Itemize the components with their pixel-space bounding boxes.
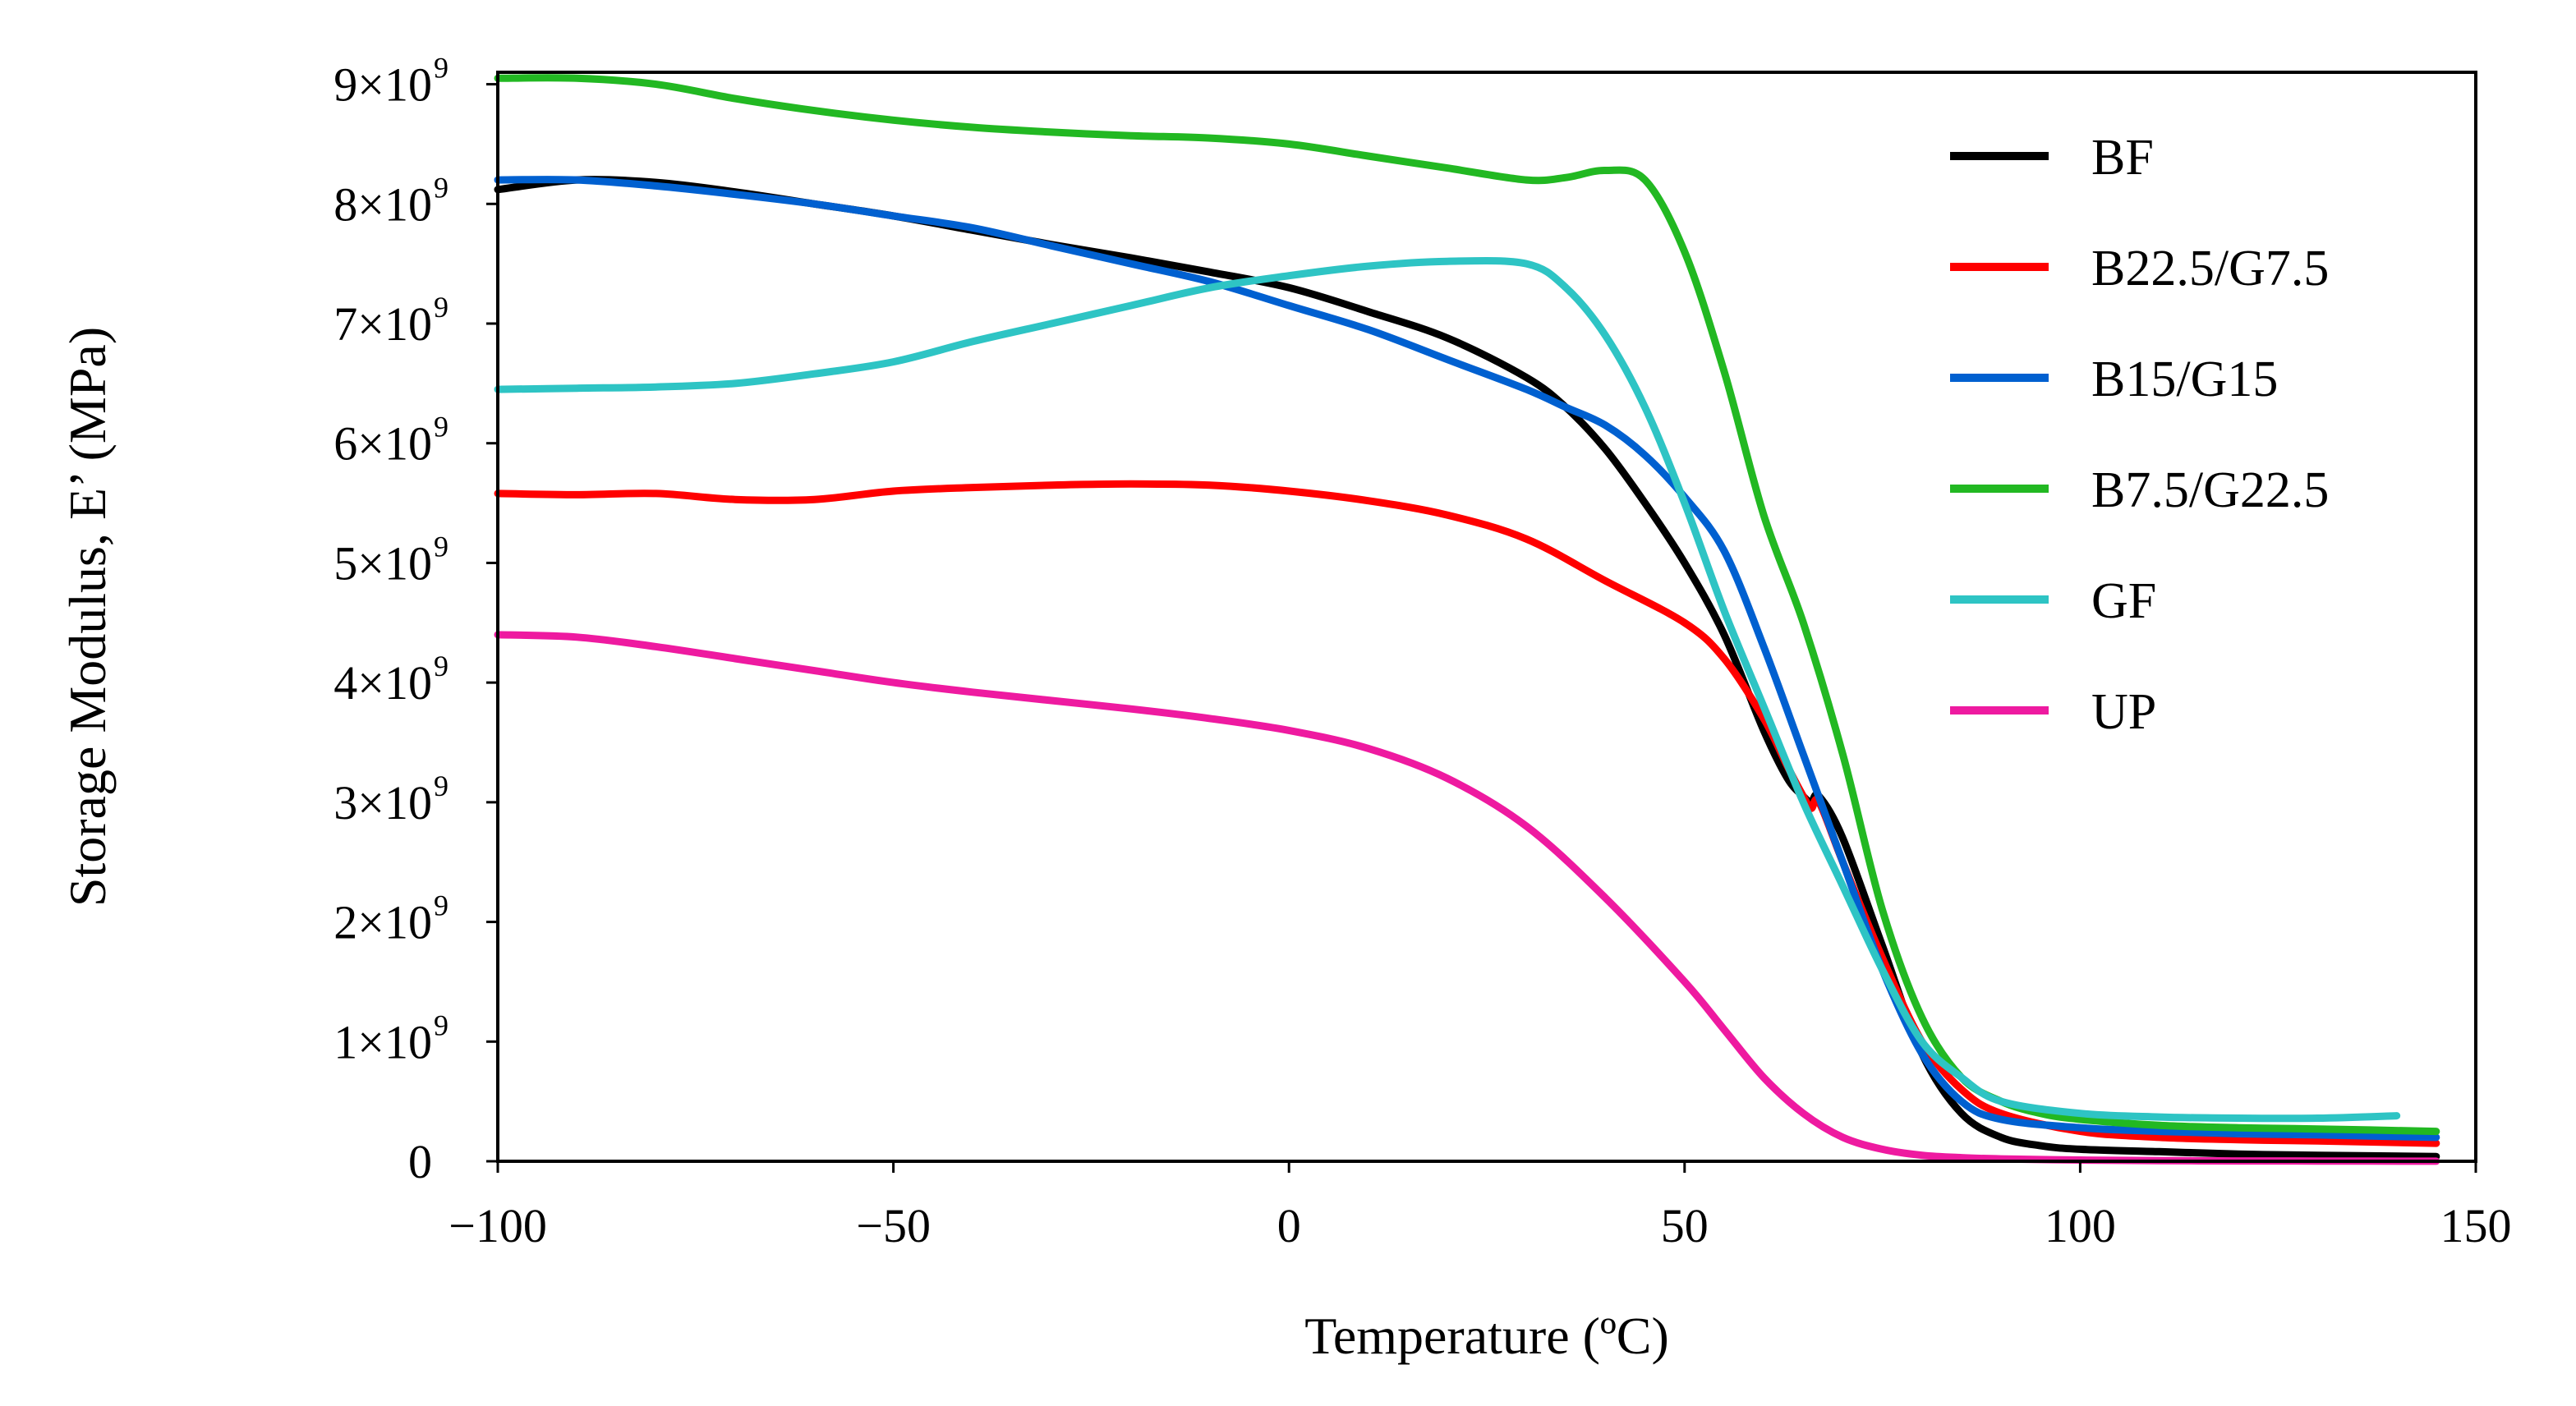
x-tick-label: 100 bbox=[2045, 1199, 2116, 1252]
y-tick-exponent: 9 bbox=[434, 770, 448, 802]
series-line-b15-g15 bbox=[494, 176, 2440, 1142]
x-axis-title: Temperature (ºC) bbox=[1304, 1307, 1669, 1365]
x-tick-label: −50 bbox=[856, 1199, 931, 1252]
y-tick-label: 6×10 bbox=[334, 417, 432, 471]
y-tick-label: 4×10 bbox=[334, 656, 432, 710]
legend-label: B22.5/G7.5 bbox=[2091, 241, 2329, 296]
legend-label: B15/G15 bbox=[2091, 352, 2278, 407]
legend-label: GF bbox=[2091, 573, 2156, 629]
legend-label: B7.5/G22.5 bbox=[2091, 462, 2329, 518]
plot-frame bbox=[496, 71, 2477, 1163]
x-tick-label: 50 bbox=[1661, 1199, 1709, 1252]
y-axis-ticks: 01×10 92×10 93×10 94×10 95×10 96×10 97×10 98×10… bbox=[334, 52, 498, 1188]
x-tick-label: 150 bbox=[2440, 1199, 2512, 1252]
series-line-b7-5-g22-5 bbox=[494, 74, 2440, 1136]
legend-entry: GF bbox=[1950, 573, 2156, 629]
x-tick-label: 0 bbox=[1277, 1199, 1301, 1252]
legend-entry: B15/G15 bbox=[1950, 352, 2278, 407]
legend-entry: UP bbox=[1950, 684, 2156, 740]
series-line-b22-5-g7-5 bbox=[494, 480, 2440, 1147]
y-tick-label: 3×10 bbox=[334, 776, 432, 829]
y-tick-exponent: 9 bbox=[434, 889, 448, 922]
legend: BF B22.5/G7.5 B15/G15 B7.5/G22.5 GF UP bbox=[1950, 130, 2329, 740]
series-line-gf bbox=[494, 256, 2401, 1123]
y-tick-label: 2×10 bbox=[334, 896, 432, 949]
x-tick-label: −100 bbox=[448, 1199, 547, 1252]
y-tick-label: 9×10 bbox=[334, 58, 432, 112]
x-axis-ticks: −100 −50 0 50 100 150 bbox=[448, 1161, 2512, 1252]
y-tick-exponent: 9 bbox=[434, 1009, 448, 1041]
y-tick-exponent: 9 bbox=[434, 650, 448, 682]
y-tick-exponent: 9 bbox=[434, 291, 448, 324]
y-tick-label: 7×10 bbox=[334, 297, 432, 351]
y-tick-label: 0 bbox=[408, 1135, 432, 1188]
legend-entry: B22.5/G7.5 bbox=[1950, 241, 2329, 296]
y-tick-exponent: 9 bbox=[434, 52, 448, 85]
y-tick-exponent: 9 bbox=[434, 530, 448, 563]
y-tick-label: 1×10 bbox=[334, 1015, 432, 1068]
y-axis-title: Storage Modulus, E’ (MPa) bbox=[58, 327, 117, 907]
y-tick-exponent: 9 bbox=[434, 411, 448, 443]
legend-label: BF bbox=[2091, 130, 2154, 186]
legend-label: UP bbox=[2091, 684, 2156, 740]
y-tick-label: 5×10 bbox=[334, 536, 432, 590]
legend-entry: BF bbox=[1950, 130, 2154, 186]
legend-entry: B7.5/G22.5 bbox=[1950, 462, 2329, 518]
y-tick-label: 8×10 bbox=[334, 177, 432, 231]
y-tick-exponent: 9 bbox=[434, 171, 448, 204]
